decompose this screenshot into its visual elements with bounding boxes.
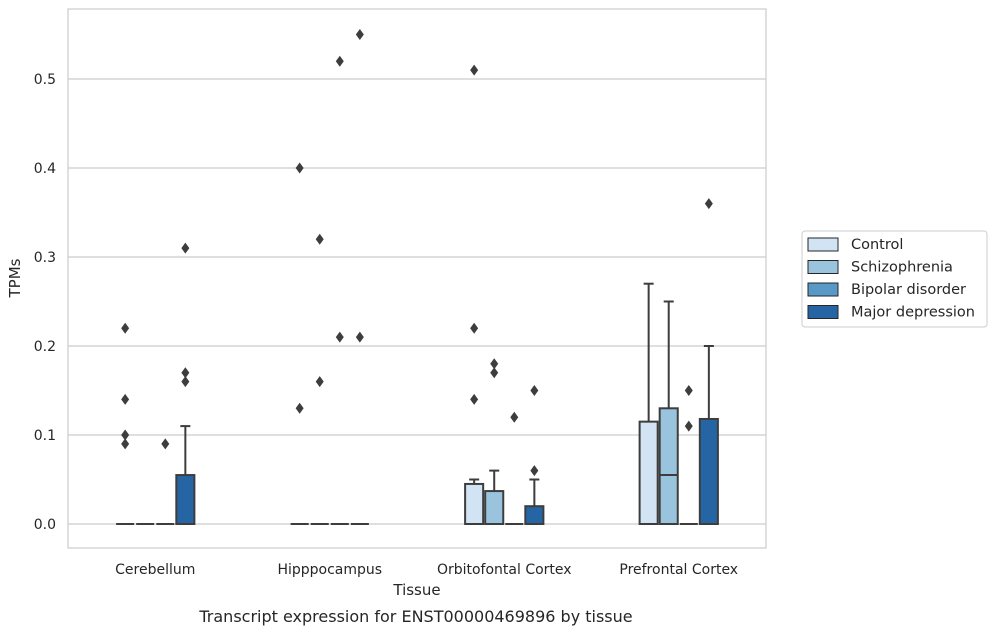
- legend-swatch: [807, 260, 839, 274]
- outlier-point: [335, 55, 344, 67]
- outlier-point: [530, 465, 539, 477]
- outlier-point: [470, 393, 479, 405]
- chart-caption: Transcript expression for ENST0000046989…: [198, 607, 632, 626]
- legend-swatch: [807, 237, 839, 252]
- box-body: [658, 407, 679, 525]
- outlier-point: [470, 322, 479, 334]
- outlier-point: [530, 385, 539, 396]
- outlier-point: [121, 429, 130, 441]
- plot-frame: [67, 8, 767, 549]
- box-body: [484, 490, 505, 526]
- box: [175, 425, 196, 525]
- legend-label: Bipolar disorder: [851, 282, 966, 298]
- box: [484, 469, 505, 526]
- outlier-point: [121, 438, 130, 450]
- box: [464, 478, 485, 526]
- outlier-point: [181, 367, 190, 379]
- y-tick-label: 0.4: [34, 161, 56, 177]
- outlier-point: [490, 367, 499, 379]
- outlier-point: [161, 438, 170, 450]
- legend-label: Major depression: [851, 305, 975, 321]
- legend-swatch: [807, 282, 839, 297]
- legend-frame: [801, 230, 988, 328]
- x-tick-label: Hipppocampus: [277, 562, 382, 578]
- legend-label: Control: [851, 237, 903, 253]
- box-plots: [116, 282, 719, 526]
- outlier-point: [490, 358, 499, 370]
- x-axis-title: Tissue: [392, 581, 440, 599]
- legend-label: Schizophrenia: [851, 260, 953, 276]
- outlier-point: [684, 385, 693, 396]
- box: [658, 300, 679, 525]
- box: [638, 282, 659, 525]
- outlier-point: [510, 411, 519, 423]
- outlier-point: [121, 322, 130, 334]
- outlier-point: [355, 29, 364, 40]
- outlier-point: [355, 331, 364, 343]
- y-tick-label: 0.0: [34, 517, 56, 533]
- box-body: [464, 482, 485, 526]
- outlier-point: [181, 376, 190, 388]
- box-body: [175, 474, 196, 525]
- legend-swatch: [807, 305, 839, 319]
- y-axis-title: TPMs: [6, 258, 24, 298]
- x-tick-label: Cerebellum: [115, 562, 195, 578]
- y-tick-label: 0.1: [34, 428, 56, 444]
- outlier-point: [121, 393, 130, 405]
- x-tick-label: Orbitofontal Cortex: [437, 562, 572, 578]
- box: [524, 478, 545, 526]
- outlier-point: [684, 420, 693, 432]
- outlier-point: [295, 162, 304, 174]
- legend: Control Schizophrenia Bipolar disorder Majo…: [801, 230, 988, 328]
- outlier-point: [181, 242, 190, 254]
- box-body: [638, 420, 659, 525]
- outlier-point: [315, 376, 324, 388]
- outlier-point: [470, 64, 479, 76]
- box-body: [524, 505, 545, 526]
- y-tick-label: 0.3: [34, 250, 56, 266]
- x-tick-label: Prefrontal Cortex: [619, 562, 738, 578]
- box-body: [698, 417, 719, 526]
- y-tick-label: 0.5: [34, 72, 56, 88]
- y-tick-label: 0.2: [34, 339, 56, 355]
- x-tick-labels: Cerebellum Hipppocampus Orbitofontal Corte…: [115, 562, 738, 578]
- y-tick-labels: 0.0 0.1 0.2 0.3 0.4 0.5: [34, 72, 56, 533]
- outlier-point: [704, 198, 713, 210]
- outlier-point: [295, 402, 304, 414]
- outlier-point: [335, 331, 344, 343]
- outlier-point: [315, 233, 324, 245]
- outlier-points: [121, 29, 713, 477]
- box: [698, 345, 719, 526]
